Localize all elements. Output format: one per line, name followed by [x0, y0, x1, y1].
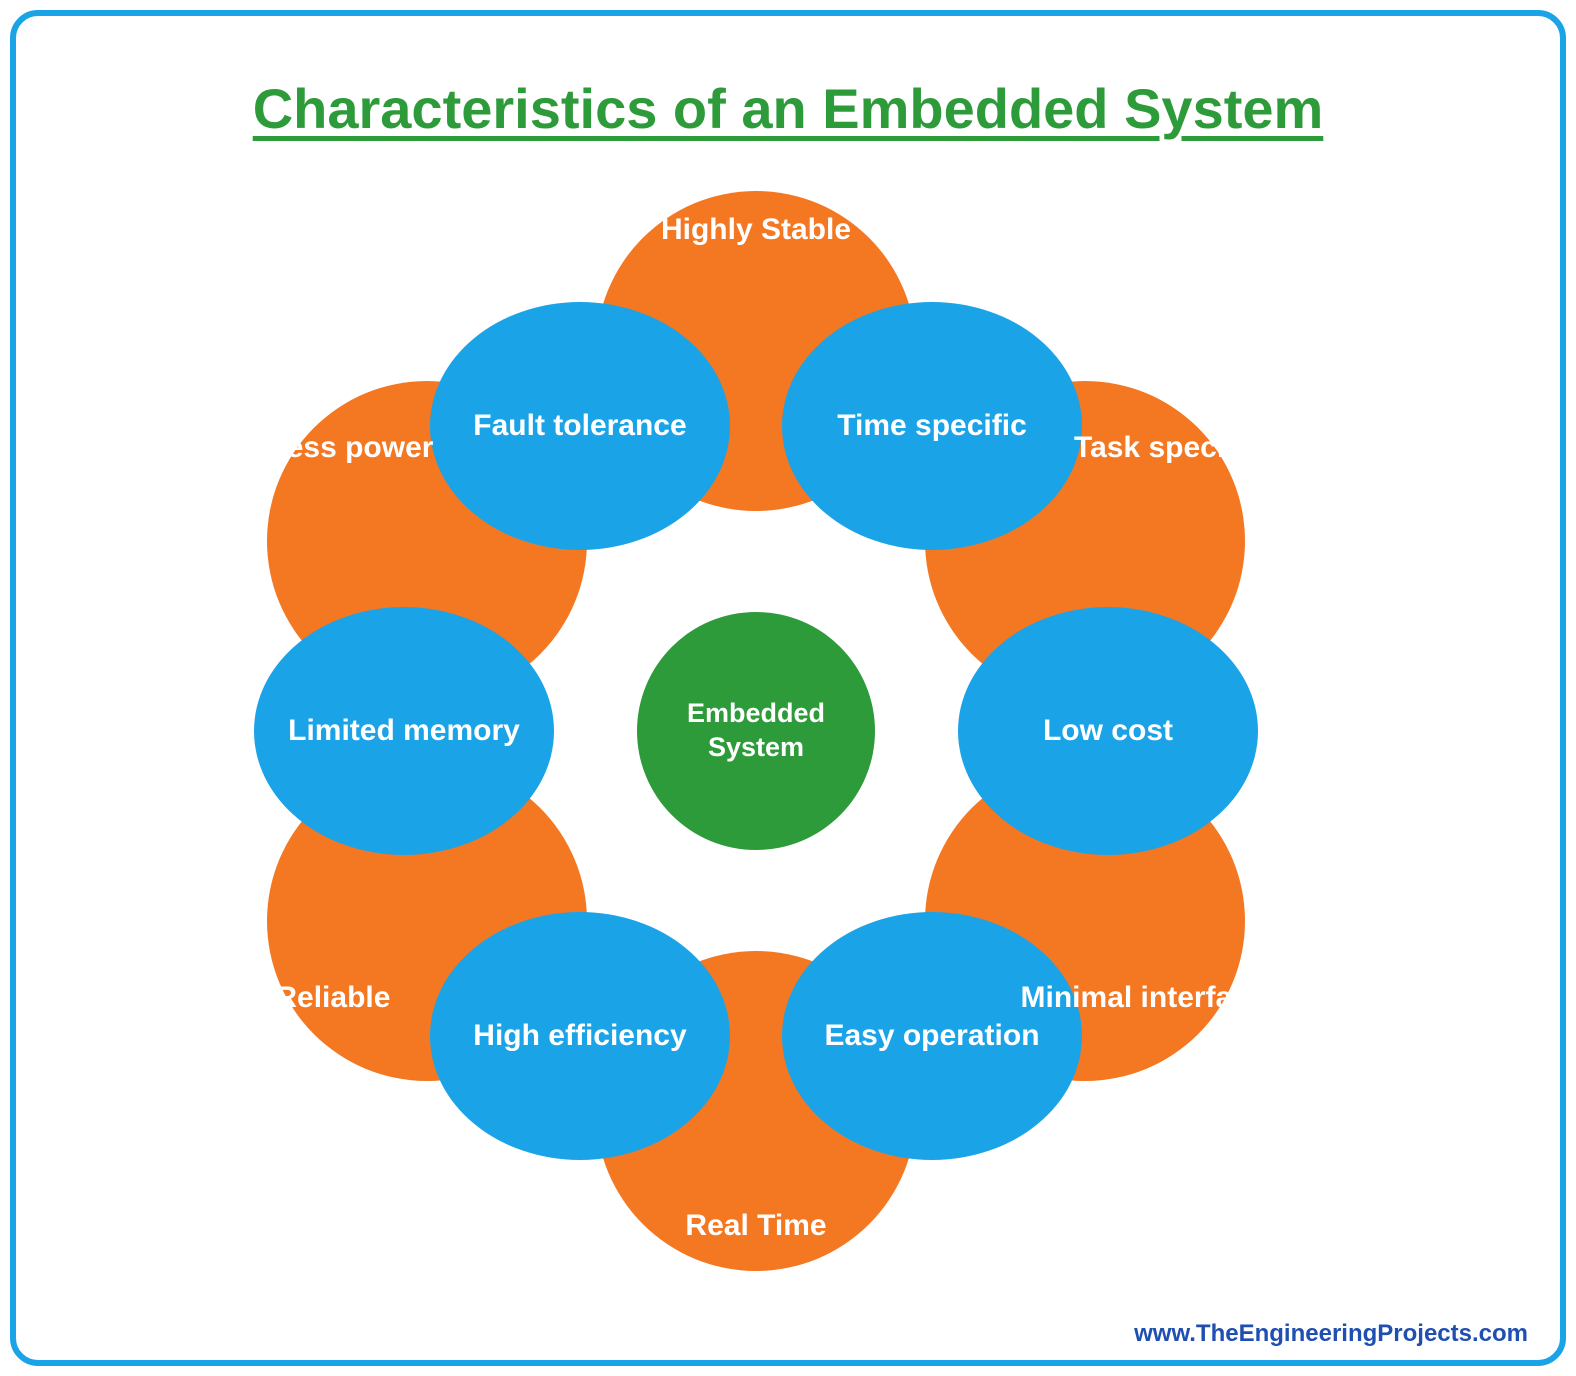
blue-node: High efficiency — [430, 912, 730, 1160]
blue-node: Low cost — [958, 607, 1258, 855]
orange-node-label: Real Time — [596, 1207, 916, 1245]
orange-node-label: Less power — [191, 429, 511, 467]
footer-credit: www.TheEngineeringProjects.com — [1134, 1320, 1528, 1348]
orange-node-label: Task specific — [1007, 429, 1327, 467]
center-node: Embedded System — [637, 612, 875, 850]
diagram-frame: Characteristics of an Embedded System Hi… — [10, 10, 1566, 1366]
orange-node-label: Minimal interface — [983, 979, 1303, 1017]
blue-node: Easy operation — [782, 912, 1082, 1160]
orange-node-label: Reliable — [173, 979, 493, 1017]
orange-node-label: Highly Stable — [596, 211, 916, 249]
diagram-stage: Highly Stable Task specific Minimal interf… — [16, 141, 1572, 1321]
page-title: Characteristics of an Embedded System — [16, 76, 1560, 141]
blue-node: Fault tolerance — [430, 302, 730, 550]
blue-node: Limited memory — [254, 607, 554, 855]
blue-node: Time specific — [782, 302, 1082, 550]
